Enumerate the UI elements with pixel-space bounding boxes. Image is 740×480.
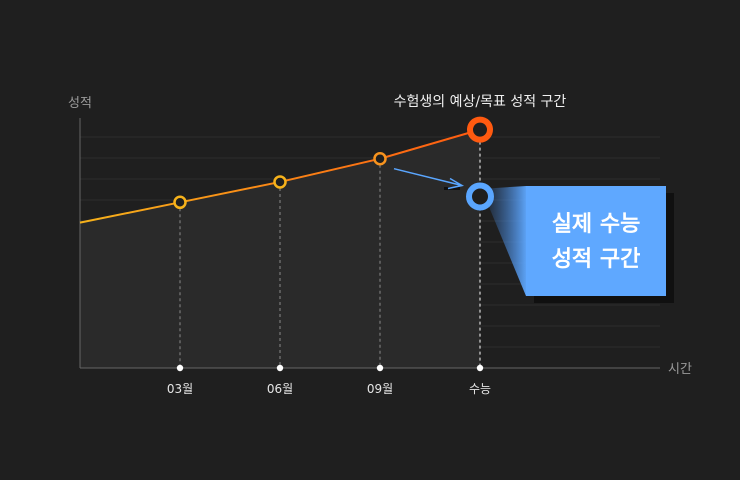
x-tick-dot bbox=[276, 364, 284, 372]
callout-beam bbox=[488, 186, 526, 296]
actual-score-point bbox=[466, 182, 494, 211]
x-axis-label: 시간 bbox=[668, 362, 692, 377]
drop-lines bbox=[179, 129, 481, 368]
data-point bbox=[173, 195, 187, 210]
x-tick-label: 06월 bbox=[267, 382, 293, 396]
arrow-to-actual bbox=[393, 167, 465, 190]
data-point bbox=[373, 151, 387, 166]
chart-title: 수험생의 예상/목표 성적 구간 bbox=[394, 94, 567, 110]
x-tick-dot bbox=[376, 364, 384, 372]
callout: 실제 수능 성적 구간 bbox=[488, 186, 674, 303]
data-point bbox=[273, 175, 287, 189]
x-tick-dot bbox=[476, 364, 484, 372]
points bbox=[173, 116, 493, 210]
target-score-point bbox=[467, 116, 493, 143]
tick-dots bbox=[176, 364, 484, 372]
arrow-shaft bbox=[393, 167, 463, 187]
x-tick-label: 수능 bbox=[469, 382, 491, 396]
callout-line2: 성적 구간 bbox=[552, 247, 641, 272]
tick-labels: 03월 06월 09월 수능 bbox=[167, 382, 491, 396]
callout-box bbox=[526, 186, 666, 296]
arrow-head bbox=[447, 177, 465, 190]
x-tick-label: 09월 bbox=[367, 382, 393, 396]
callout-line1: 실제 수능 bbox=[552, 212, 641, 237]
y-axis-label: 성적 bbox=[68, 96, 92, 111]
x-tick-dot bbox=[176, 364, 184, 372]
x-tick-label: 03월 bbox=[167, 382, 193, 396]
